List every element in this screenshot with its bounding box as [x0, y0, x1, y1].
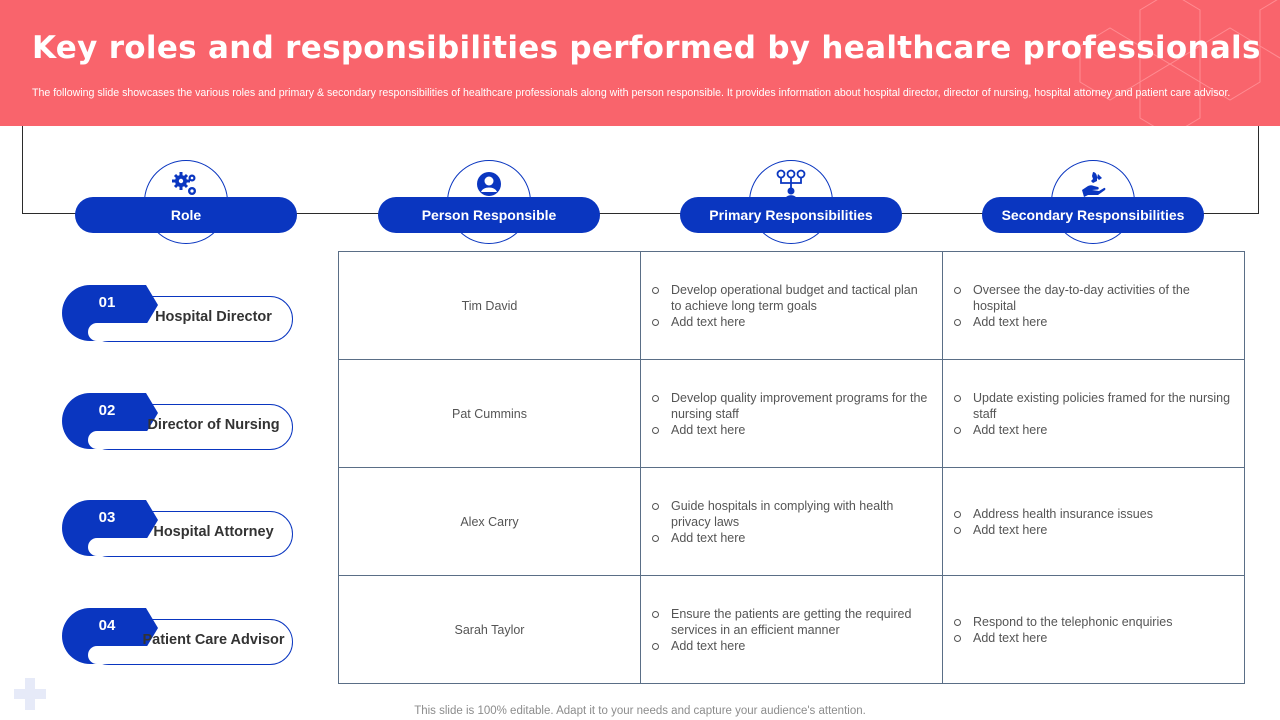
role-tab-notch — [88, 646, 148, 664]
person-cell: Sarah Taylor — [338, 575, 641, 684]
primary-cell: Develop operational budget and tactical … — [640, 251, 943, 360]
hexagon-pattern-decoration — [1079, 0, 1280, 126]
list-item: Respond to the telephonic enquiries — [953, 614, 1232, 630]
list-item: Add text here — [651, 422, 930, 438]
list-item: Oversee the day-to-day activities of the… — [953, 282, 1232, 314]
list-item: Ensure the patients are getting the requ… — [651, 606, 930, 638]
secondary-cell: Update existing policies framed for the … — [942, 359, 1245, 468]
column-header-role: Role — [75, 160, 297, 244]
gears-icon — [169, 167, 203, 201]
primary-cell: Guide hospitals in complying with health… — [640, 467, 943, 576]
table-row: Pat Cummins Develop quality improvement … — [338, 359, 1245, 468]
secondary-cell: Oversee the day-to-day activities of the… — [942, 251, 1245, 360]
footer-note: This slide is 100% editable. Adapt it to… — [414, 705, 866, 717]
plus-decoration-icon — [14, 678, 46, 710]
role-badge-03: 03 Hospital Attorney — [62, 500, 294, 558]
header-bracket-line — [22, 126, 1259, 214]
page-subtitle: The following slide showcases the variou… — [32, 87, 1231, 99]
person-cell: Alex Carry — [338, 467, 641, 576]
list-item: Develop quality improvement programs for… — [651, 390, 930, 422]
column-header-pill: Role — [75, 197, 297, 233]
list-item: Add text here — [953, 314, 1232, 330]
hand-care-icon — [1076, 167, 1110, 201]
list-item: Add text here — [651, 638, 930, 654]
role-number: 03 — [98, 509, 116, 526]
role-title: Director of Nursing — [147, 417, 280, 433]
person-cell: Pat Cummins — [338, 359, 641, 468]
table-row: Sarah Taylor Ensure the patients are get… — [338, 575, 1245, 684]
role-badge-02: 02 Director of Nursing — [62, 393, 294, 451]
column-header-secondary: Secondary Responsibilities — [982, 160, 1204, 244]
table-row: Tim David Develop operational budget and… — [338, 251, 1245, 360]
list-item: Add text here — [953, 422, 1232, 438]
person-cell: Tim David — [338, 251, 641, 360]
column-header-primary: Primary Responsibilities — [680, 160, 902, 244]
page-title: Key roles and responsibilities performed… — [32, 30, 1261, 66]
role-title: Hospital Director — [155, 309, 272, 325]
role-tab-notch — [88, 431, 148, 449]
role-title: Patient Care Advisor — [142, 632, 285, 648]
role-badge-01: 01 Hospital Director — [62, 285, 294, 343]
role-badge-04: 04 Patient Care Advisor — [62, 608, 294, 666]
column-header-pill: Secondary Responsibilities — [982, 197, 1204, 233]
column-header-pill: Primary Responsibilities — [680, 197, 902, 233]
responsibilities-table: Tim David Develop operational budget and… — [338, 251, 1245, 684]
primary-cell: Develop quality improvement programs for… — [640, 359, 943, 468]
list-item: Add text here — [953, 522, 1232, 538]
column-header-person: Person Responsible — [378, 160, 600, 244]
list-item: Add text here — [651, 314, 930, 330]
header-band: Key roles and responsibilities performed… — [0, 0, 1280, 126]
role-number: 02 — [98, 402, 116, 419]
list-item: Address health insurance issues — [953, 506, 1232, 522]
role-title: Hospital Attorney — [153, 524, 274, 540]
list-item: Guide hospitals in complying with health… — [651, 498, 930, 530]
role-tab-notch — [88, 538, 148, 556]
list-item: Update existing policies framed for the … — [953, 390, 1232, 422]
list-item: Add text here — [651, 530, 930, 546]
list-item: Add text here — [953, 630, 1232, 646]
role-number: 01 — [98, 294, 116, 311]
role-number: 04 — [98, 617, 116, 634]
hierarchy-icon — [774, 167, 808, 201]
primary-cell: Ensure the patients are getting the requ… — [640, 575, 943, 684]
column-header-pill: Person Responsible — [378, 197, 600, 233]
secondary-cell: Address health insurance issues Add text… — [942, 467, 1245, 576]
role-tab-notch — [88, 323, 148, 341]
secondary-cell: Respond to the telephonic enquiries Add … — [942, 575, 1245, 684]
user-icon — [472, 167, 506, 201]
table-row: Alex Carry Guide hospitals in complying … — [338, 467, 1245, 576]
list-item: Develop operational budget and tactical … — [651, 282, 930, 314]
